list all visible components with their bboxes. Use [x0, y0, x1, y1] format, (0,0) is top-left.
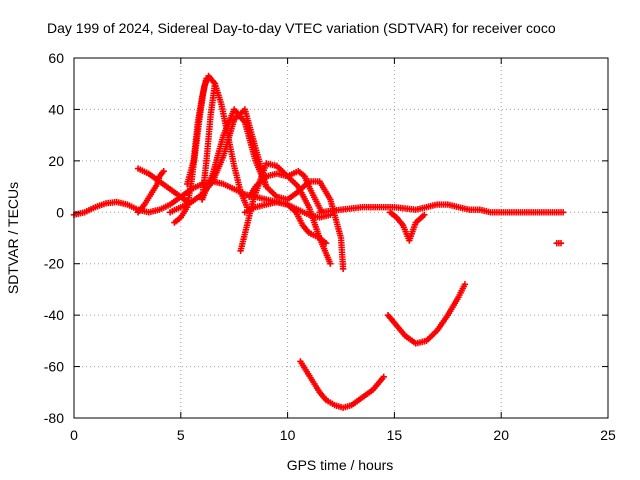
data-point [339, 265, 347, 273]
x-tick-label: 25 [600, 427, 616, 443]
y-tick-label: -80 [44, 410, 64, 426]
data-points [70, 72, 567, 411]
series-track-6 [184, 75, 210, 188]
data-point [211, 80, 219, 87]
series-track-2 [316, 201, 567, 216]
data-point [557, 239, 565, 247]
series-track-16 [553, 239, 565, 247]
data-point [559, 209, 567, 216]
series-track-14 [384, 281, 469, 347]
x-tick-label: 10 [280, 427, 296, 443]
x-tick-label: 20 [493, 427, 509, 443]
data-point [318, 209, 325, 216]
axes: 0 5 10 15 20 25 -80 -60 -40 -20 0 20 40 60 [44, 50, 616, 443]
chart-title: Day 199 of 2024, Sidereal Day-to-day VTE… [47, 20, 556, 36]
y-tick-label: 60 [48, 50, 64, 66]
y-tick-label: 20 [48, 153, 64, 169]
data-point [461, 281, 469, 288]
y-tick-label: 0 [56, 204, 64, 220]
y-tick-label: -40 [44, 307, 64, 323]
series-track-4 [134, 167, 167, 216]
data-point [160, 167, 167, 175]
data-point [380, 373, 387, 381]
y-tick-label: -60 [44, 359, 64, 375]
y-tick-label: -20 [44, 256, 64, 272]
x-tick-label: 0 [70, 427, 78, 443]
plot-frame [73, 57, 609, 419]
data-point [322, 239, 330, 247]
x-axis-label: GPS time / hours [287, 457, 394, 473]
data-point [421, 211, 428, 219]
data-point [327, 260, 334, 267]
series-track-15 [386, 209, 428, 244]
x-tick-label: 5 [177, 427, 185, 443]
x-tick-label: 15 [387, 427, 403, 443]
series-track-12 [241, 198, 330, 247]
series-track-11 [245, 167, 325, 216]
y-tick-label: 40 [48, 101, 64, 117]
series-track-13 [297, 358, 387, 411]
y-axis-label: SDTVAR / TECUs [5, 182, 21, 294]
data-point [203, 75, 210, 82]
